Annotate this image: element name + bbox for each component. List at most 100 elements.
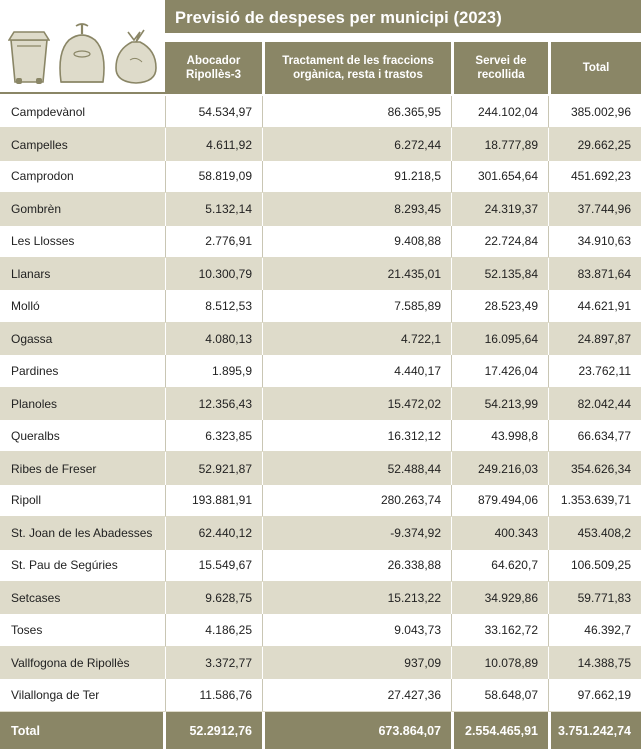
cell-tractament: 9.408,88 xyxy=(394,234,441,249)
cell-tractament: 26.338,88 xyxy=(387,558,441,573)
municipality-name: Vilallonga de Ter xyxy=(11,687,100,702)
cell-abocador: 15.549,67 xyxy=(198,558,252,573)
municipality-name: St. Pau de Segúries xyxy=(11,558,118,573)
municipality-name: Ripoll xyxy=(11,493,42,508)
municipality-name: Pardines xyxy=(11,363,59,378)
table-row: Vilallonga de Ter 11.586,76 27.427,36 58.64… xyxy=(0,679,641,712)
cell-total: 34.910,63 xyxy=(577,234,631,249)
cell-servei: 54.213,99 xyxy=(484,396,538,411)
municipality-name: Campelles xyxy=(11,137,68,152)
total-tractament: 673.864,07 xyxy=(378,723,441,738)
cell-servei: 10.078,89 xyxy=(484,655,538,670)
cell-servei: 28.523,49 xyxy=(484,299,538,314)
table-row: Campdevànol 54.534,97 86.365,95 244.102,04 3… xyxy=(0,96,641,129)
cell-servei: 22.724,84 xyxy=(484,234,538,249)
cell-total: 59.771,83 xyxy=(577,591,631,606)
cell-total: 106.509,25 xyxy=(570,558,631,573)
cell-abocador: 1.895,9 xyxy=(211,363,252,378)
municipality-name: St. Joan de les Abadesses xyxy=(11,526,153,541)
municipality-name: Camprodon xyxy=(11,169,74,184)
municipality-name: Molló xyxy=(11,299,40,314)
cell-total: 451.692,23 xyxy=(570,169,631,184)
table-row: Les Llosses 2.776,91 9.408,88 22.724,84 34.9… xyxy=(0,225,641,258)
cell-abocador: 12.356,43 xyxy=(198,396,252,411)
cell-servei: 52.135,84 xyxy=(484,267,538,282)
cell-tractament: 16.312,12 xyxy=(387,428,441,443)
table-row: Molló 8.512,53 7.585,89 28.523,49 44.621,91 xyxy=(0,290,641,323)
cell-total: 83.871,64 xyxy=(577,267,631,282)
municipality-name: Ogassa xyxy=(11,331,53,346)
municipality-name: Vallfogona de Ripollès xyxy=(11,655,130,670)
cell-tractament: 91.218,5 xyxy=(394,169,441,184)
cell-total: 29.662,25 xyxy=(577,137,631,152)
cell-tractament: 21.435,01 xyxy=(387,267,441,282)
cell-abocador: 3.372,77 xyxy=(205,655,252,670)
cell-total: 1.353.639,71 xyxy=(560,493,631,508)
municipality-name: Gombrèn xyxy=(11,202,62,217)
cell-abocador: 193.881,91 xyxy=(191,493,252,508)
cell-servei: 244.102,04 xyxy=(477,104,538,119)
total-row: Total 52.2912,76 673.864,07 2.554.465,91… xyxy=(0,712,641,749)
cell-total: 385.002,96 xyxy=(570,104,631,119)
recycling-bell-container-icon xyxy=(59,23,105,83)
cell-tractament: 8.293,45 xyxy=(394,202,441,217)
cell-total: 23.762,11 xyxy=(578,363,632,378)
column-header-abocador: Abocador Ripollès-3 xyxy=(165,42,262,94)
municipality-name: Campdevànol xyxy=(11,104,86,119)
cell-total: 82.042,44 xyxy=(577,396,631,411)
cell-total: 66.634,77 xyxy=(577,428,631,443)
municipality-name: Setcases xyxy=(11,591,61,606)
cell-tractament: 15.472,02 xyxy=(387,396,441,411)
cell-abocador: 2.776,91 xyxy=(205,234,252,249)
cell-servei: 18.777,89 xyxy=(484,137,538,152)
cell-servei: 249.216,03 xyxy=(477,461,538,476)
cell-tractament: 6.272,44 xyxy=(394,137,441,152)
cell-abocador: 52.921,87 xyxy=(198,461,252,476)
table-row: Toses 4.186,25 9.043,73 33.162,72 46.392,7 xyxy=(0,614,641,647)
cell-total: 24.897,87 xyxy=(577,331,631,346)
cell-tractament: 937,09 xyxy=(404,655,441,670)
cell-servei: 17.426,04 xyxy=(484,363,538,378)
table-row: Ogassa 4.080,13 4.722,1 16.095,64 24.897,87 xyxy=(0,322,641,356)
cell-tractament: 4.722,1 xyxy=(400,331,441,346)
cell-servei: 400.343 xyxy=(494,526,538,541)
column-header-tractament: Tractament de les fraccions orgànica, re… xyxy=(265,42,451,94)
cell-tractament: 4.440,17 xyxy=(394,363,441,378)
cell-tractament: 7.585,89 xyxy=(394,299,441,314)
table-row: Vallfogona de Ripollès 3.372,77 937,09 10.0… xyxy=(0,646,641,680)
cell-tractament: -9.374,92 xyxy=(390,526,441,541)
table-row: St. Pau de Segúries 15.549,67 26.338,88 64.… xyxy=(0,549,641,582)
table-row: Pardines 1.895,9 4.440,17 17.426,04 23.762,1… xyxy=(0,355,641,388)
table-row: Queralbs 6.323,85 16.312,12 43.998,8 66.634,… xyxy=(0,420,641,453)
cell-abocador: 11.586,76 xyxy=(199,687,253,702)
column-header-servei: Servei de recollida xyxy=(454,42,548,94)
table-row: Gombrèn 5.132,14 8.293,45 24.319,37 37.744,9… xyxy=(0,193,641,226)
cell-servei: 58.648,07 xyxy=(484,687,538,702)
garbage-bag-icon xyxy=(115,29,157,84)
table-row: St. Joan de les Abadesses 62.440,12 -9.374… xyxy=(0,517,641,550)
cell-abocador: 4.186,25 xyxy=(205,623,252,638)
cell-abocador: 10.300,79 xyxy=(198,267,252,282)
cell-servei: 64.620,7 xyxy=(491,558,538,573)
municipality-name: Queralbs xyxy=(11,428,60,443)
cell-servei: 33.162,72 xyxy=(484,623,538,638)
cell-tractament: 280.263,74 xyxy=(380,493,441,508)
table-title: Previsió de despeses per municipi (2023) xyxy=(165,0,641,36)
total-abocador: 52.2912,76 xyxy=(189,723,252,738)
table-row: Setcases 9.628,75 15.213,22 34.929,86 59.771… xyxy=(0,582,641,615)
cell-total: 354.626,34 xyxy=(570,461,631,476)
municipality-name: Ribes de Freser xyxy=(11,461,97,476)
municipality-name: Les Llosses xyxy=(11,234,75,249)
cell-total: 37.744,96 xyxy=(577,202,631,217)
cell-abocador: 8.512,53 xyxy=(205,299,252,314)
total-servei: 2.554.465,91 xyxy=(465,723,538,738)
municipality-name: Planoles xyxy=(11,396,58,411)
total-label: Total xyxy=(11,723,40,738)
cell-servei: 879.494,06 xyxy=(477,493,538,508)
total-total: 3.751.242,74 xyxy=(558,723,631,738)
cell-abocador: 62.440,12 xyxy=(198,526,252,541)
cell-servei: 43.998,8 xyxy=(491,428,538,443)
cell-servei: 34.929,86 xyxy=(484,591,538,606)
cell-total: 453.408,2 xyxy=(577,526,631,541)
